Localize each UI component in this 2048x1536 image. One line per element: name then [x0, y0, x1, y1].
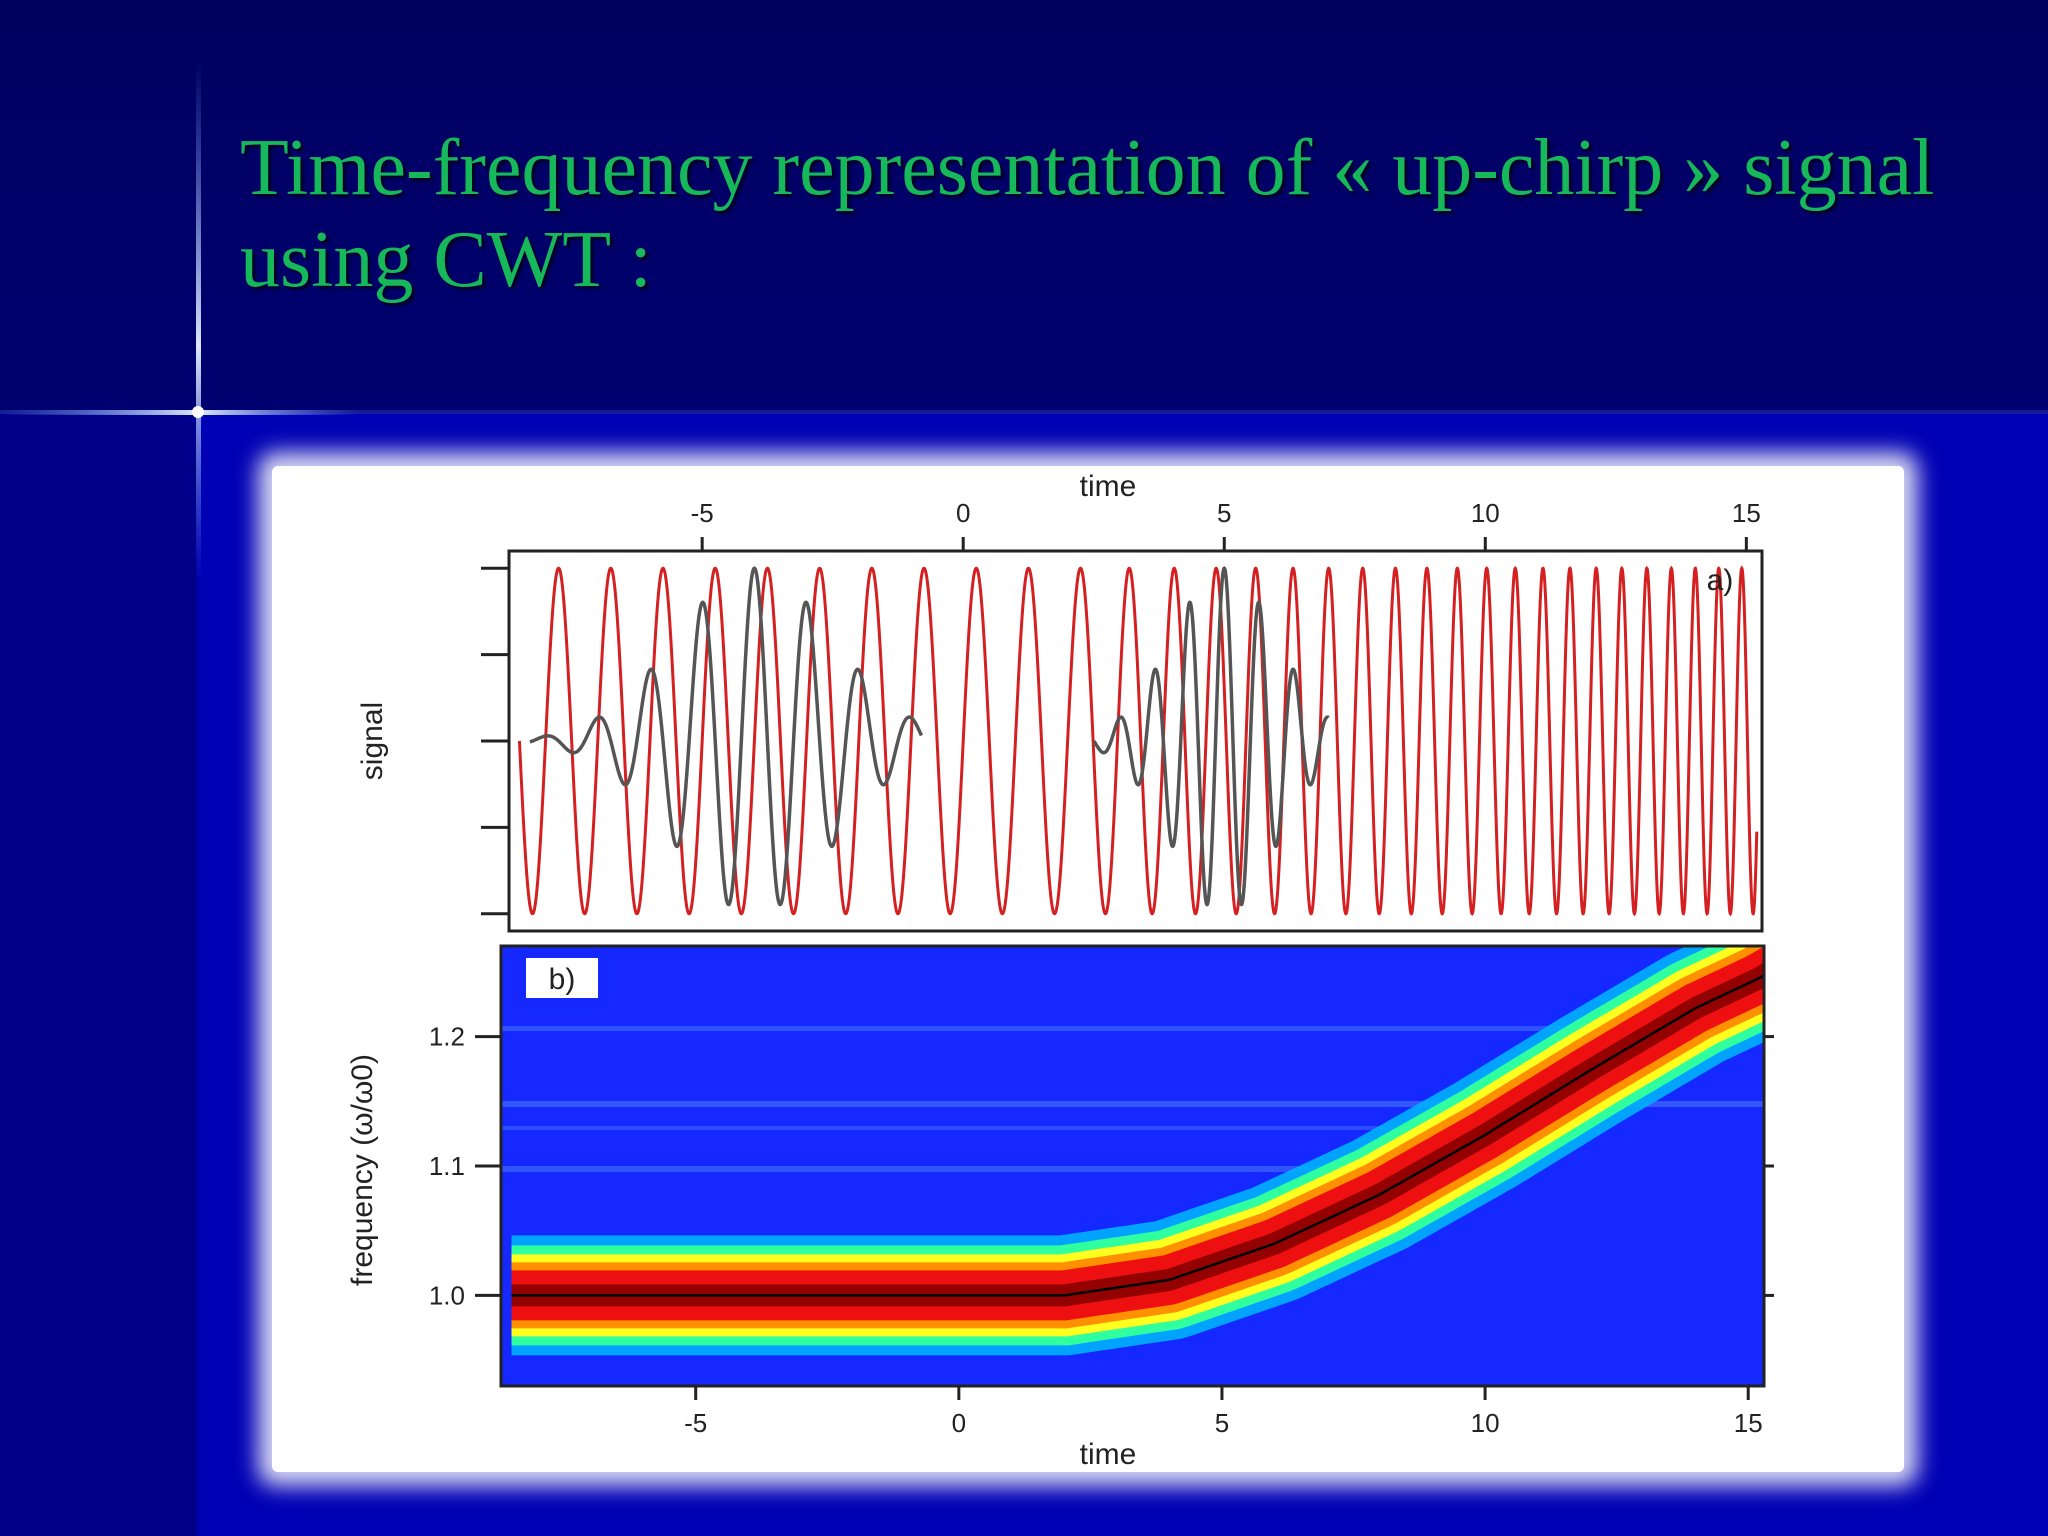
title-line-2: using CWT : [240, 216, 652, 304]
scalogram-heatmap [501, 1026, 1764, 1172]
scalogram-x-axis: -5 0 5 10 15 [684, 1386, 1763, 1438]
scalogram-y-tick-label: 1.0 [429, 1280, 465, 1310]
wavelet-line-2 [1092, 566, 1330, 907]
signal-top-tick-label: 15 [1732, 498, 1761, 528]
signal-top-tick-label: -5 [691, 498, 714, 528]
figure-panel: -5 0 5 10 15 time signal a) [272, 466, 1904, 1472]
scalogram-x-tick-label: -5 [684, 1408, 707, 1438]
signal-top-tick-label: 0 [956, 498, 970, 528]
signal-panel: -5 0 5 10 15 time signal a) [356, 470, 1764, 933]
scalogram-panel: b) -5 0 5 10 15 1.0 1.1 1.2 time frequency (ω/… [346, 944, 1774, 1471]
cwt-figure: -5 0 5 10 15 time signal a) [346, 470, 1774, 1471]
scalogram-x-axis-label: time [1080, 1438, 1137, 1471]
scalogram-x-tick-label: 10 [1471, 1408, 1500, 1438]
signal-y-axis [481, 566, 509, 916]
signal-top-x-axis: -5 0 5 10 15 [691, 498, 1761, 551]
signal-top-tick-label: 5 [1217, 498, 1231, 528]
scalogram-x-tick-label: 5 [1215, 1408, 1229, 1438]
panel-b-label: b) [549, 963, 576, 996]
signal-y-axis-label: signal [356, 702, 389, 780]
title-line-1: Time-frequency representation of « up-ch… [240, 124, 1935, 212]
scalogram-y-axis: 1.0 1.1 1.2 [429, 1022, 1774, 1310]
scalogram-y-tick-label: 1.2 [429, 1022, 465, 1052]
scalogram-x-tick-label: 0 [952, 1408, 966, 1438]
scalogram-x-tick-label: 15 [1734, 1408, 1763, 1438]
scalogram-y-axis-label: frequency (ω/ω0) [346, 1054, 379, 1286]
up-chirp-signal-line [517, 565, 1759, 917]
signal-top-tick-label: 10 [1471, 498, 1500, 528]
slide-title: Time-frequency representation of « up-ch… [240, 122, 2000, 306]
signal-x-axis-label: time [1080, 470, 1137, 503]
scalogram-y-tick-label: 1.1 [429, 1151, 465, 1181]
panel-b-label-box [526, 958, 598, 998]
instantaneous-frequency-line [511, 973, 1764, 1297]
panel-a-label: a) [1707, 564, 1734, 597]
wavelet-line-1 [529, 566, 924, 907]
